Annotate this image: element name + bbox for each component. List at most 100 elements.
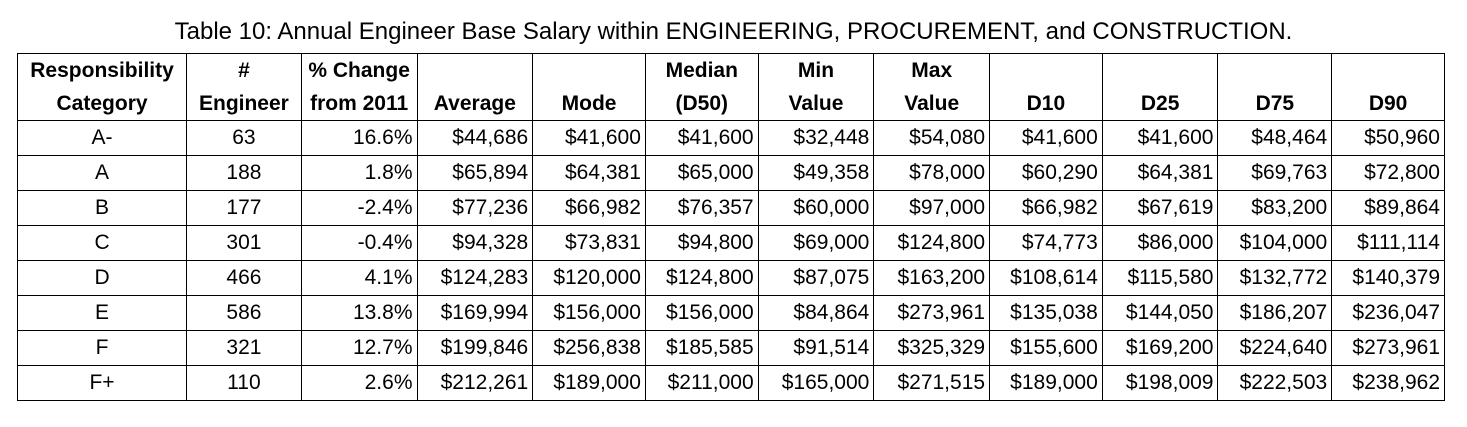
cell-average: $212,261: [416, 365, 534, 401]
cell-category: E: [16, 295, 188, 331]
cell-min-value: $69,000: [757, 225, 875, 261]
col-header-d10: D10: [989, 53, 1103, 121]
cell-d90: $72,800: [1331, 155, 1445, 191]
cell-min-value: $84,864: [757, 295, 875, 331]
cell-engineer-count: 188: [186, 155, 302, 191]
cell-d90: $50,960: [1331, 120, 1445, 156]
cell-d25: $115,580: [1101, 260, 1219, 296]
cell-d10: $155,600: [989, 330, 1103, 366]
cell-mode: $256,838: [532, 330, 646, 366]
cell-max-value: $273,961: [873, 295, 991, 331]
cell-max-value: $78,000: [873, 155, 991, 191]
cell-category: A: [16, 155, 188, 191]
cell-median: $76,357: [644, 190, 759, 226]
cell-engineer-count: 301: [186, 225, 302, 261]
table-row: A 188 1.8% $65,894 $64,381 $65,000 $49,358 $78,…: [16, 155, 1445, 191]
col-header-min-value: Min Value: [757, 53, 875, 121]
cell-median: $185,585: [644, 330, 759, 366]
cell-mode: $120,000: [532, 260, 646, 296]
cell-engineer-count: 466: [186, 260, 302, 296]
cell-median: $211,000: [644, 365, 759, 401]
table-row: F 321 12.7% $199,846 $256,838 $185,585 $91,514…: [16, 330, 1445, 366]
cell-category: C: [16, 225, 188, 261]
cell-pct-change: 16.6%: [300, 120, 418, 156]
cell-max-value: $271,515: [873, 365, 991, 401]
cell-category: B: [16, 190, 188, 226]
cell-min-value: $87,075: [757, 260, 875, 296]
cell-d75: $132,772: [1217, 260, 1333, 296]
cell-max-value: $325,329: [873, 330, 991, 366]
cell-max-value: $124,800: [873, 225, 991, 261]
header-row: Responsibility Category # Engineer % Chang…: [16, 53, 1445, 121]
col-header-mode: Mode: [532, 53, 646, 121]
cell-d90: $140,379: [1331, 260, 1445, 296]
cell-d10: $74,773: [989, 225, 1103, 261]
cell-mode: $189,000: [532, 365, 646, 401]
col-header-d75: D75: [1217, 53, 1333, 121]
cell-average: $94,328: [416, 225, 534, 261]
cell-median: $156,000: [644, 295, 759, 331]
cell-d10: $189,000: [989, 365, 1103, 401]
cell-pct-change: 1.8%: [300, 155, 418, 191]
cell-d25: $198,009: [1101, 365, 1219, 401]
cell-d75: $224,640: [1217, 330, 1333, 366]
salary-table: Responsibility Category # Engineer % Chang…: [16, 53, 1445, 401]
cell-d75: $104,000: [1217, 225, 1333, 261]
col-header-responsibility-category: Responsibility Category: [16, 53, 188, 121]
cell-max-value: $54,080: [873, 120, 991, 156]
cell-average: $77,236: [416, 190, 534, 226]
col-header-median: Median (D50): [644, 53, 759, 121]
cell-d25: $41,600: [1101, 120, 1219, 156]
cell-mode: $66,982: [532, 190, 646, 226]
cell-d75: $222,503: [1217, 365, 1333, 401]
col-header-pct-change: % Change from 2011: [300, 53, 418, 121]
cell-pct-change: 12.7%: [300, 330, 418, 366]
table-row: E 586 13.8% $169,994 $156,000 $156,000 $84,864…: [16, 295, 1445, 331]
cell-engineer-count: 110: [186, 365, 302, 401]
col-header-max-value: Max Value: [873, 53, 991, 121]
cell-average: $44,686: [416, 120, 534, 156]
cell-median: $41,600: [644, 120, 759, 156]
cell-median: $124,800: [644, 260, 759, 296]
cell-pct-change: 2.6%: [300, 365, 418, 401]
cell-mode: $156,000: [532, 295, 646, 331]
cell-engineer-count: 586: [186, 295, 302, 331]
cell-category: F+: [16, 365, 188, 401]
cell-d10: $108,614: [989, 260, 1103, 296]
cell-d25: $64,381: [1101, 155, 1219, 191]
table-row: B 177 -2.4% $77,236 $66,982 $76,357 $60,000 $97…: [16, 190, 1445, 226]
table-row: A- 63 16.6% $44,686 $41,600 $41,600 $32,448 $54…: [16, 120, 1445, 156]
cell-category: F: [16, 330, 188, 366]
table-row: C 301 -0.4% $94,328 $73,831 $94,800 $69,000 $12…: [16, 225, 1445, 261]
col-header-engineer-count: # Engineer: [186, 53, 302, 121]
cell-average: $169,994: [416, 295, 534, 331]
col-header-average: Average: [416, 53, 534, 121]
cell-d25: $169,200: [1101, 330, 1219, 366]
cell-category: D: [16, 260, 188, 296]
cell-min-value: $165,000: [757, 365, 875, 401]
cell-min-value: $49,358: [757, 155, 875, 191]
cell-category: A-: [16, 120, 188, 156]
cell-average: $199,846: [416, 330, 534, 366]
table-row: D 466 4.1% $124,283 $120,000 $124,800 $87,075 $…: [16, 260, 1445, 296]
cell-d75: $48,464: [1217, 120, 1333, 156]
cell-d90: $111,114: [1331, 225, 1445, 261]
cell-min-value: $32,448: [757, 120, 875, 156]
cell-max-value: $97,000: [873, 190, 991, 226]
cell-d10: $66,982: [989, 190, 1103, 226]
cell-d75: $186,207: [1217, 295, 1333, 331]
col-header-d90: D90: [1331, 53, 1445, 121]
cell-min-value: $60,000: [757, 190, 875, 226]
cell-pct-change: 4.1%: [300, 260, 418, 296]
cell-pct-change: -2.4%: [300, 190, 418, 226]
cell-d75: $69,763: [1217, 155, 1333, 191]
cell-engineer-count: 63: [186, 120, 302, 156]
cell-min-value: $91,514: [757, 330, 875, 366]
cell-mode: $41,600: [532, 120, 646, 156]
table-body: A- 63 16.6% $44,686 $41,600 $41,600 $32,448 $54…: [16, 120, 1445, 401]
cell-d75: $83,200: [1217, 190, 1333, 226]
cell-d10: $60,290: [989, 155, 1103, 191]
cell-median: $94,800: [644, 225, 759, 261]
cell-d90: $273,961: [1331, 330, 1445, 366]
cell-d90: $238,962: [1331, 365, 1445, 401]
